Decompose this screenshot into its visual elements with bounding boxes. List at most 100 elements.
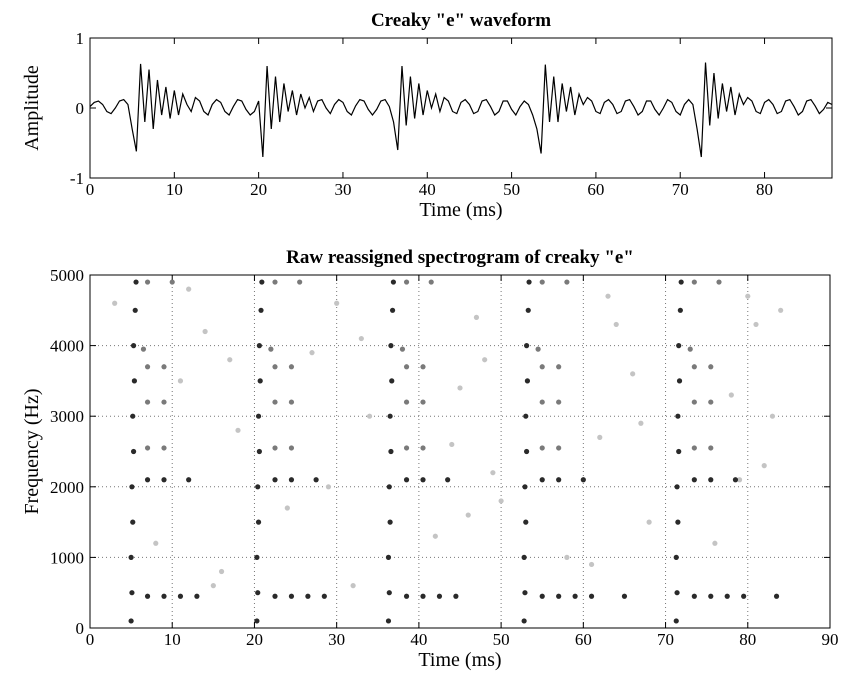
y-tick-label: 0 — [76, 99, 85, 118]
point — [526, 279, 532, 285]
point — [366, 413, 373, 419]
point — [389, 307, 396, 313]
point — [257, 378, 263, 384]
point — [420, 364, 426, 370]
point — [177, 593, 184, 599]
point — [186, 477, 192, 483]
point — [761, 463, 767, 469]
point — [522, 590, 528, 596]
point — [161, 477, 167, 483]
point — [724, 593, 730, 599]
x-tick-label: 0 — [86, 630, 95, 649]
point — [691, 477, 697, 483]
point — [169, 279, 175, 285]
point — [521, 554, 527, 561]
point — [445, 477, 451, 483]
y-tick-label: -1 — [70, 169, 84, 188]
point — [521, 618, 527, 624]
point — [144, 279, 151, 285]
point — [130, 343, 137, 349]
point — [556, 445, 562, 451]
point — [284, 505, 290, 511]
x-tick-label: 50 — [493, 630, 510, 649]
point — [334, 300, 340, 306]
point — [140, 346, 147, 352]
point — [457, 385, 463, 391]
point — [638, 420, 644, 426]
point — [420, 399, 426, 405]
point — [132, 307, 138, 313]
point — [259, 279, 265, 285]
y-tick-label: 4000 — [50, 337, 84, 356]
point — [708, 399, 714, 405]
point — [385, 554, 392, 561]
point — [309, 350, 315, 356]
point — [386, 590, 392, 596]
point — [428, 279, 434, 285]
point — [728, 392, 734, 398]
point — [258, 307, 264, 313]
point — [539, 364, 545, 370]
y-tick-label: 0 — [76, 619, 85, 638]
point — [630, 371, 636, 377]
point — [572, 593, 578, 599]
point — [523, 519, 529, 525]
x-tick-label: 60 — [575, 630, 592, 649]
point — [773, 593, 780, 599]
point — [144, 445, 151, 451]
point — [525, 307, 531, 313]
point — [482, 357, 488, 363]
point — [144, 593, 151, 599]
point — [539, 593, 545, 599]
point — [321, 593, 327, 599]
point — [403, 279, 410, 285]
point — [588, 593, 595, 599]
y-tick-label: 2000 — [50, 478, 84, 497]
point — [674, 484, 680, 490]
x-tick-label: 30 — [328, 630, 345, 649]
point — [465, 512, 471, 518]
point — [613, 321, 619, 328]
point — [539, 279, 545, 285]
point — [387, 413, 393, 419]
point — [556, 593, 562, 599]
point — [350, 583, 356, 589]
chart-title: Raw reassigned spectrogram of creaky "e" — [286, 247, 634, 268]
x-axis-label: Time (ms) — [418, 649, 501, 671]
point — [691, 445, 697, 451]
point — [161, 593, 167, 599]
point — [675, 519, 681, 525]
point — [390, 279, 396, 285]
point — [256, 343, 262, 349]
y-tick-label: 5000 — [50, 266, 84, 285]
point — [399, 346, 406, 352]
point — [535, 346, 541, 352]
x-tick-label: 10 — [166, 180, 183, 199]
y-axis-label: Amplitude — [21, 65, 43, 151]
axes-frame — [89, 274, 831, 629]
x-tick-label: 10 — [164, 630, 181, 649]
point — [673, 618, 679, 624]
axes-frame — [89, 37, 833, 179]
x-tick-label: 60 — [587, 180, 604, 199]
waveform-line — [89, 62, 833, 158]
point — [708, 477, 714, 483]
point — [621, 593, 628, 599]
point — [255, 519, 262, 525]
point — [753, 321, 759, 328]
point — [128, 618, 134, 624]
point — [358, 335, 364, 342]
point — [305, 593, 311, 599]
point — [288, 399, 295, 405]
x-tick-label: 80 — [756, 180, 773, 199]
point — [691, 593, 697, 599]
point — [255, 413, 262, 419]
point — [580, 477, 586, 483]
y-tick-label: 1 — [76, 29, 85, 48]
point — [210, 583, 216, 589]
point — [403, 399, 410, 405]
point — [129, 590, 135, 596]
point — [403, 364, 410, 370]
x-tick-label: 50 — [503, 180, 520, 199]
